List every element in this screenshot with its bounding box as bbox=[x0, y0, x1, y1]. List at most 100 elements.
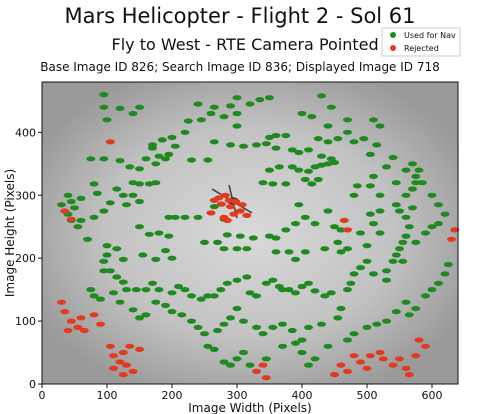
used-for-nav-point bbox=[206, 110, 216, 117]
rejected-point bbox=[362, 365, 372, 371]
x-tick-label: 500 bbox=[357, 389, 378, 402]
used-for-nav-point bbox=[222, 280, 232, 286]
used-for-nav-point bbox=[343, 129, 352, 135]
used-for-nav-point bbox=[268, 277, 278, 283]
y-tick-label: 400 bbox=[15, 126, 36, 139]
rejected-point bbox=[135, 346, 144, 352]
rejected-point bbox=[421, 343, 430, 349]
used-for-nav-point bbox=[349, 192, 359, 198]
legend-used-label: Used for Nav bbox=[404, 31, 456, 40]
rejected-point bbox=[122, 362, 131, 368]
used-for-nav-point bbox=[125, 164, 135, 170]
used-for-nav-point bbox=[391, 180, 401, 186]
used-for-nav-point bbox=[252, 293, 261, 299]
used-for-nav-point bbox=[151, 256, 161, 262]
used-for-nav-point bbox=[401, 214, 411, 220]
used-for-nav-point bbox=[112, 274, 122, 280]
used-for-nav-point bbox=[411, 239, 421, 245]
used-for-nav-point bbox=[135, 198, 144, 205]
rejected-point bbox=[450, 227, 460, 233]
used-for-nav-point bbox=[167, 309, 177, 315]
used-for-nav-point bbox=[427, 192, 437, 198]
rejected-point bbox=[214, 195, 224, 201]
used-for-nav-point bbox=[115, 158, 125, 164]
rejected-point bbox=[378, 356, 388, 362]
used-for-nav-point bbox=[281, 181, 291, 187]
used-for-nav-point bbox=[326, 104, 336, 110]
y-tick-label: 200 bbox=[15, 252, 36, 265]
used-for-nav-point bbox=[209, 293, 219, 299]
rejected-point bbox=[125, 343, 135, 349]
used-for-nav-point bbox=[265, 167, 274, 173]
used-for-nav-point bbox=[411, 180, 421, 186]
used-for-nav-point bbox=[336, 249, 346, 255]
used-for-nav-point bbox=[391, 202, 401, 208]
used-for-nav-point bbox=[148, 280, 157, 286]
used-for-nav-point bbox=[99, 104, 109, 110]
legend: Used for Nav Rejected bbox=[381, 27, 461, 57]
used-for-nav-point bbox=[304, 324, 313, 330]
used-for-nav-point bbox=[362, 258, 372, 264]
used-for-nav-point bbox=[232, 356, 242, 362]
used-for-nav-point bbox=[242, 274, 252, 280]
plot-frame bbox=[41, 81, 459, 385]
rejected-point bbox=[118, 372, 128, 378]
used-for-nav-point bbox=[343, 337, 352, 343]
rejected-point bbox=[261, 375, 271, 381]
used-for-nav-point bbox=[284, 287, 294, 293]
used-for-nav-point bbox=[375, 208, 385, 214]
used-for-nav-point bbox=[180, 129, 190, 135]
used-for-nav-point bbox=[395, 246, 404, 252]
used-for-nav-point bbox=[131, 287, 141, 293]
used-for-nav-point bbox=[209, 346, 219, 352]
x-tick-label: 400 bbox=[292, 389, 313, 402]
used-for-nav-point bbox=[135, 315, 144, 321]
used-for-nav-point bbox=[96, 296, 105, 302]
used-for-nav-point bbox=[336, 305, 346, 312]
rejected-point bbox=[109, 353, 118, 359]
used-for-nav-point bbox=[183, 118, 193, 124]
used-for-nav-point bbox=[154, 230, 164, 236]
used-for-nav-point bbox=[382, 268, 391, 274]
used-for-nav-point bbox=[135, 166, 144, 172]
used-for-nav-point bbox=[333, 136, 343, 142]
rejected-point bbox=[206, 210, 216, 216]
rejected-point bbox=[447, 236, 456, 242]
used-for-nav-point bbox=[200, 239, 209, 245]
rejected-point bbox=[226, 204, 235, 210]
used-for-nav-point bbox=[421, 230, 430, 236]
used-for-nav-point bbox=[226, 142, 235, 148]
used-for-nav-point bbox=[232, 305, 242, 312]
used-for-nav-point bbox=[362, 324, 372, 330]
rejected-point bbox=[66, 216, 76, 222]
used-for-nav-point bbox=[268, 324, 278, 330]
rejected-point bbox=[404, 372, 414, 378]
used-for-nav-point bbox=[369, 173, 378, 179]
used-for-nav-point bbox=[76, 217, 86, 223]
used-for-nav-point bbox=[92, 190, 102, 196]
rejected-point bbox=[356, 359, 365, 365]
rejected-point bbox=[414, 337, 424, 343]
used-for-nav-point bbox=[323, 139, 333, 145]
used-for-nav-point bbox=[291, 340, 300, 346]
x-tick-label: 200 bbox=[162, 389, 183, 402]
used-for-nav-point bbox=[401, 167, 411, 173]
used-for-nav-point bbox=[248, 235, 258, 241]
used-for-nav-point bbox=[349, 271, 359, 277]
used-for-nav-point bbox=[174, 283, 183, 290]
used-for-nav-point bbox=[408, 161, 417, 167]
used-for-nav-point bbox=[193, 101, 203, 107]
used-for-nav-point bbox=[304, 362, 313, 368]
used-for-nav-point bbox=[141, 156, 151, 162]
used-for-nav-point bbox=[135, 104, 144, 110]
rejected-point bbox=[231, 198, 241, 205]
used-for-nav-point bbox=[261, 280, 271, 286]
used-for-nav-point bbox=[391, 252, 401, 258]
used-for-nav-point bbox=[219, 321, 229, 327]
rejected-point bbox=[375, 349, 385, 356]
used-for-nav-point bbox=[209, 139, 219, 145]
used-for-nav-point bbox=[213, 239, 222, 245]
used-for-nav-point bbox=[196, 117, 206, 123]
used-for-nav-point bbox=[297, 110, 307, 117]
used-for-nav-point bbox=[193, 324, 203, 330]
